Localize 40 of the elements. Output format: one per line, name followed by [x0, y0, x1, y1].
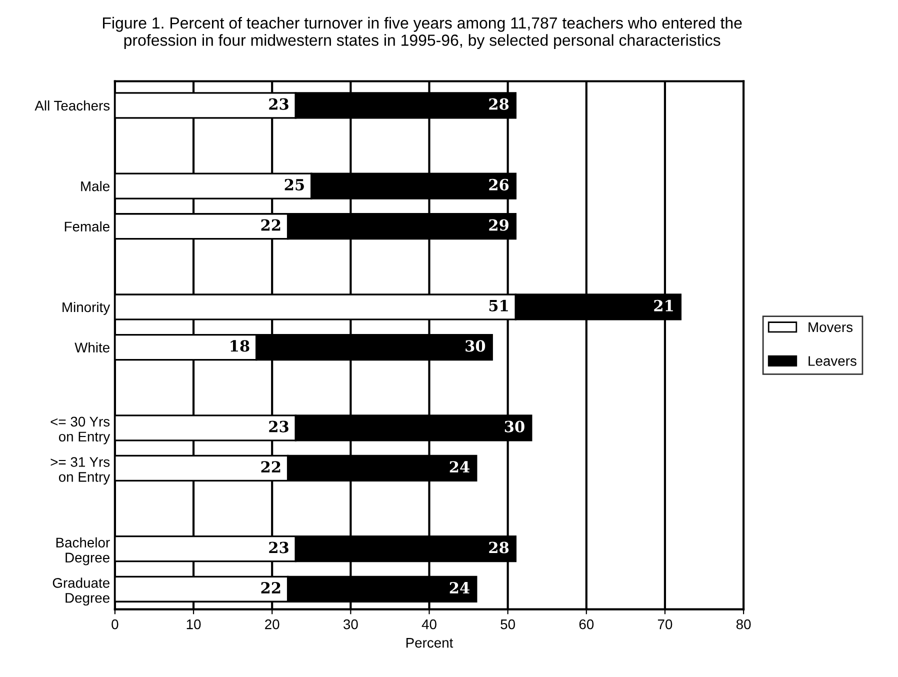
legend-label: Leavers [808, 356, 856, 366]
data-label: 23 [269, 542, 288, 554]
y-tick-label: White [74, 342, 110, 352]
y-tick-label: Minority [62, 302, 110, 315]
x-tick-label: 40 [422, 619, 436, 630]
data-label: 23 [269, 98, 288, 110]
y-tick-label: Male [81, 181, 110, 192]
data-label: 22 [261, 582, 280, 594]
y-tick-label: Bachelor Degree [56, 537, 110, 566]
data-label: 26 [489, 178, 509, 190]
data-label: 30 [466, 340, 486, 352]
y-tick-label: >= 31 Yrs on Entry [50, 457, 110, 485]
data-label: 28 [489, 542, 509, 554]
x-axis-title: Percent [406, 638, 454, 648]
data-label: 25 [284, 178, 304, 190]
x-tick-label: 0 [112, 619, 118, 630]
x-tick-label: 10 [186, 619, 201, 630]
x-tick-label: 80 [736, 619, 751, 630]
chart-title: Figure 1. Percent of teacher turnover in five years among 11,787 teachers who entered the profession in four midwestern states in 1995-96, by selected personal characteristics [103, 16, 742, 50]
x-tick-label: 70 [658, 619, 672, 630]
data-label: 22 [261, 219, 280, 231]
legend-label: Movers [808, 322, 853, 332]
data-label: 24 [450, 461, 470, 472]
data-label: 24 [450, 582, 470, 594]
data-label: 21 [654, 300, 673, 312]
data-label: 29 [489, 219, 508, 231]
x-tick-label: 20 [265, 619, 280, 630]
x-tick-label: 60 [579, 619, 594, 630]
data-label: 51 [489, 300, 508, 312]
y-tick-label: <= 30 Yrs on Entry [50, 416, 110, 444]
data-label: 18 [230, 340, 250, 352]
y-tick-label: All Teachers [34, 100, 110, 111]
data-label: 30 [504, 420, 524, 432]
y-tick-label: Female [64, 221, 110, 232]
x-tick-label: 30 [343, 619, 358, 630]
data-label: 23 [269, 420, 288, 432]
data-label: 28 [489, 98, 509, 110]
data-label: 22 [261, 461, 280, 472]
x-tick-label: 50 [500, 619, 515, 630]
y-tick-label: Graduate Degree [52, 578, 110, 606]
